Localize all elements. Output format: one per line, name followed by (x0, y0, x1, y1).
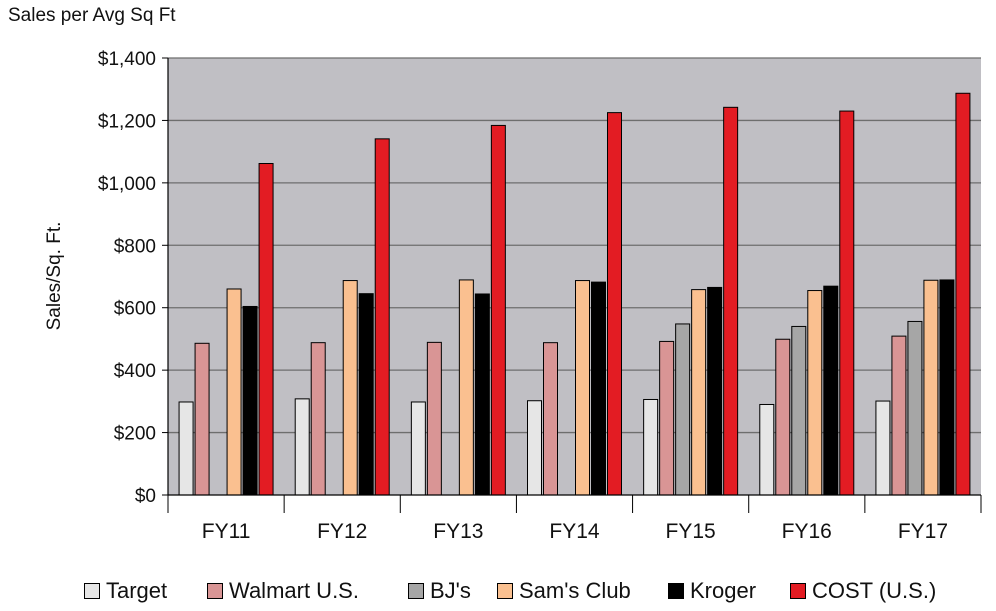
bar (410, 401, 426, 496)
y-tick-label: $1,200 (98, 111, 156, 132)
bar (258, 163, 274, 496)
chart-legend: Target Walmart U.S. BJ's Sam's Club Kroger CO… (0, 575, 996, 607)
bar (310, 342, 326, 496)
x-tick-label: FY12 (317, 520, 367, 543)
bar (891, 335, 907, 496)
bar (242, 305, 258, 496)
chart-title: Sales per Avg Sq Ft (8, 5, 176, 26)
bar (939, 279, 955, 496)
bar (543, 342, 558, 496)
legend-swatch (408, 583, 424, 599)
legend-label: Sam's Club (519, 578, 631, 603)
bar (575, 280, 590, 496)
y-tick-label: $0 (135, 486, 156, 507)
bar (875, 400, 891, 496)
x-tick-label: FY16 (782, 520, 832, 543)
legend-swatch (790, 583, 806, 599)
bar (591, 281, 606, 496)
y-tick-label: $1,000 (98, 174, 156, 195)
y-tick-label: $600 (114, 299, 156, 320)
x-tick-label: FY14 (549, 520, 600, 543)
legend-swatch (84, 583, 100, 599)
y-axis-label: Sales/Sq. Ft. (44, 222, 65, 331)
bar (759, 403, 775, 496)
bar (607, 112, 622, 496)
legend-item: COST (U.S.) (790, 575, 936, 607)
legend-label: Target (106, 578, 168, 603)
bar (458, 279, 474, 496)
bar (194, 342, 210, 496)
legend-item: Target (84, 575, 167, 607)
bar (955, 92, 971, 496)
bar (923, 279, 939, 496)
y-tick-label: $200 (114, 424, 156, 445)
bar (807, 290, 823, 496)
legend-swatch (668, 583, 684, 599)
y-tick-label: $1,400 (98, 49, 156, 70)
bar (823, 285, 839, 496)
bar (643, 398, 659, 496)
bar (358, 293, 374, 496)
bar (791, 325, 807, 496)
bar (659, 340, 675, 496)
bar (294, 398, 310, 496)
legend-item: BJ's (408, 575, 471, 607)
bar-chart: $0 $200 $400 $600 $800 $1,000 $1,200 $1,400 FY11… (44, 49, 982, 543)
legend-label: Kroger (690, 578, 757, 603)
legend-item: Sam's Club (497, 575, 631, 607)
bar (907, 320, 923, 496)
bar (839, 110, 855, 496)
legend-swatch (497, 583, 513, 599)
legend-label: COST (U.S.) (812, 578, 937, 603)
x-tick-label: FY15 (666, 520, 716, 543)
x-tick-label: FY11 (202, 520, 251, 543)
x-tick-label: FY17 (898, 520, 948, 543)
y-tick-label: $400 (114, 361, 156, 382)
bar (474, 293, 490, 496)
legend-item: Walmart U.S. (207, 575, 359, 607)
bar (707, 286, 723, 496)
legend-label: Walmart U.S. (229, 578, 359, 603)
bar (775, 338, 791, 496)
legend-item: Kroger (668, 575, 756, 607)
plot-area (168, 58, 981, 495)
bar (723, 106, 739, 496)
bar (374, 138, 390, 496)
bar (226, 288, 242, 496)
bar (342, 280, 358, 496)
bar (490, 124, 506, 496)
bar (527, 400, 542, 496)
legend-swatch (207, 583, 223, 599)
bar (178, 401, 194, 496)
bar (426, 341, 442, 496)
y-tick-label: $800 (114, 236, 156, 257)
bar (675, 323, 691, 496)
legend-label: BJ's (430, 578, 471, 603)
x-tick-label: FY13 (433, 520, 483, 543)
bar (691, 289, 707, 496)
